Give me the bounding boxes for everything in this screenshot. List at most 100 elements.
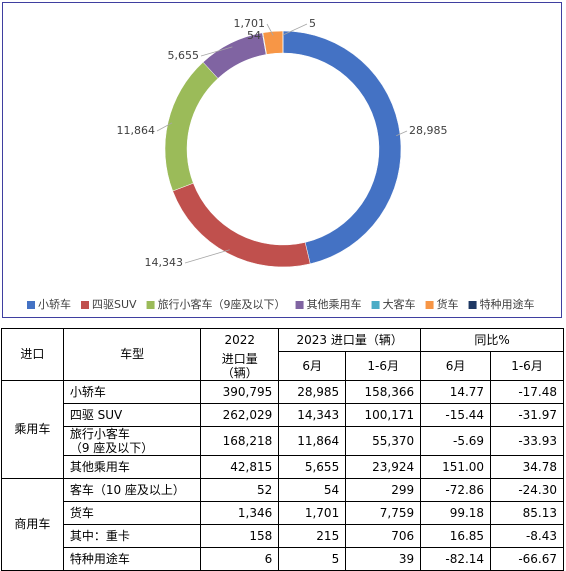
table-cell: 158	[200, 523, 280, 548]
table-cell: 42,815	[200, 454, 280, 479]
table-cell: 23,924	[345, 454, 422, 479]
leader-line	[282, 23, 308, 36]
table-cell: 28,985	[278, 379, 347, 404]
donut-slice	[172, 182, 311, 268]
table-cell: 旅行小客车 （9 座及以下）	[62, 425, 202, 456]
table-cell: 39	[345, 546, 422, 571]
data-label: 5	[309, 17, 316, 30]
table-cell: 99.18	[420, 500, 492, 525]
table-cell: 其他乘用车	[62, 454, 202, 479]
model-line: 四驱 SUV	[69, 407, 123, 422]
table-cell: 52	[200, 477, 280, 502]
table-cell: 车型	[62, 328, 202, 381]
table-row: 旅行小客车 （9 座及以下） 168,218 11,864 55,370 -5.69 -33…	[2, 425, 564, 456]
table-cell: 16.85	[420, 523, 492, 548]
legend-label: 小轿车	[38, 297, 71, 311]
table-cell: 55,370	[345, 425, 422, 456]
table-cell: 151.00	[420, 454, 492, 479]
table-row: 四驱 SUV 262,029 14,343 100,171 -15.44 -31.97	[2, 402, 564, 427]
table-cell: 1,346	[200, 500, 280, 525]
model-line: 客车（10 座及以上）	[69, 482, 185, 497]
table-cell: 14.77	[420, 379, 492, 404]
data-label: 1,701	[234, 17, 266, 30]
table-cell: 100,171	[345, 402, 422, 427]
table-row: 进口 车型 2022 2023 进口量（辆） 同比%	[1, 328, 564, 381]
table-row: 商用车 客车（10 座及以上） 52 54 299 -72.86 -24.30	[1, 477, 564, 571]
table-cell: -66.67	[490, 546, 564, 571]
table-cell: 客车（10 座及以上）	[62, 477, 202, 502]
data-label: 14,343	[145, 256, 184, 269]
table-cell: 进口	[1, 328, 64, 381]
table-cell: 6月	[278, 351, 347, 381]
table-row: 货车 1,346 1,701 7,759 99.18 85.13	[2, 500, 564, 525]
table-cell: -31.97	[490, 402, 564, 427]
table-cell: 7,759	[345, 500, 422, 525]
table-cell: 其中：重卡	[62, 523, 202, 548]
table-cell: 215	[278, 523, 347, 548]
legend-label: 旅行小客车（9座及以下）	[158, 297, 286, 311]
table-cell: 6	[200, 546, 280, 571]
legend-swatch	[146, 301, 155, 309]
legend-swatch	[81, 301, 89, 309]
chart: 28,985 14,343 11,864 5,655 541,701 5 小轿车 四驱SUV 旅…	[27, 17, 535, 311]
table-cell: -82.14	[420, 546, 492, 571]
legend-label: 其他乘用车	[307, 297, 362, 311]
legend-label: 大客车	[383, 297, 416, 311]
table-cell: 2022	[200, 328, 280, 352]
legend-label: 货车	[437, 297, 459, 311]
data-label: 54	[247, 29, 261, 42]
table-cell: 6月	[420, 351, 492, 381]
table-cell: -33.93	[490, 425, 564, 456]
table-cell: 168,218	[200, 425, 280, 456]
table-row: 其中：重卡 158 215 706 16.85 -8.43	[2, 523, 564, 548]
donut-slice	[164, 61, 219, 192]
leader-line	[156, 122, 173, 132]
table-cell: 商用车	[1, 477, 64, 571]
table-cell: -72.86	[420, 477, 492, 502]
table-cell: 85.13	[490, 500, 564, 525]
donut-slice	[282, 30, 402, 265]
table-cell: 乘用车	[1, 379, 64, 479]
legend-label: 四驱SUV	[92, 298, 137, 311]
model-line: （9 座及以下）	[69, 440, 154, 455]
table-cell: 11,864	[278, 425, 347, 456]
data-table: 进口 车型 2022 2023 进口量（辆） 同比% 进口量（辆） 6月 1-6月 6月 1-6月…	[1, 328, 564, 571]
table-cell: 四驱 SUV	[62, 402, 202, 427]
leader-line	[266, 23, 274, 36]
model-line: 货车	[69, 505, 94, 520]
leader-line	[396, 130, 408, 137]
table-cell: 34.78	[490, 454, 564, 479]
model-line: 特种用途车	[69, 551, 130, 566]
table-cell: 货车	[62, 500, 202, 525]
legend-label: 特种用途车	[480, 297, 535, 311]
table-cell: 同比%	[420, 328, 564, 352]
model-line: 其中：重卡	[69, 528, 130, 543]
leader-line	[200, 46, 233, 57]
table-cell: -24.30	[490, 477, 564, 502]
table-cell: -8.43	[490, 523, 564, 548]
table-cell: 262,029	[200, 402, 280, 427]
table-row: 特种用途车 6 5 39 -82.14 -66.67	[2, 546, 564, 571]
model-line: 旅行小客车	[69, 426, 130, 441]
model-line: 其他乘用车	[69, 459, 130, 474]
table-cell: 390,795	[200, 379, 280, 404]
table-cell: 5	[278, 546, 347, 571]
table-cell: -17.48	[490, 379, 564, 404]
table-row: 其他乘用车 42,815 5,655 23,924 151.00 34.78	[2, 454, 564, 479]
table-cell: -5.69	[420, 425, 492, 456]
legend-swatch	[295, 301, 304, 309]
table-cell: 14,343	[278, 402, 347, 427]
table-cell: 54	[278, 477, 347, 502]
data-label: 28,985	[409, 124, 448, 137]
leader-line	[184, 249, 230, 264]
table-cell: 2023 进口量（辆）	[278, 328, 422, 352]
table-cell: 299	[345, 477, 422, 502]
legend-swatch	[425, 301, 434, 309]
table-cell: 158,366	[345, 379, 422, 404]
table-row: 乘用车 小轿车 390,795 28,985 158,366 14.77 -17.48	[1, 379, 564, 479]
legend-swatch	[468, 301, 477, 309]
data-label: 5,655	[168, 49, 200, 62]
table-cell: 小轿车	[62, 379, 202, 404]
table-cell: 1-6月	[345, 351, 422, 381]
